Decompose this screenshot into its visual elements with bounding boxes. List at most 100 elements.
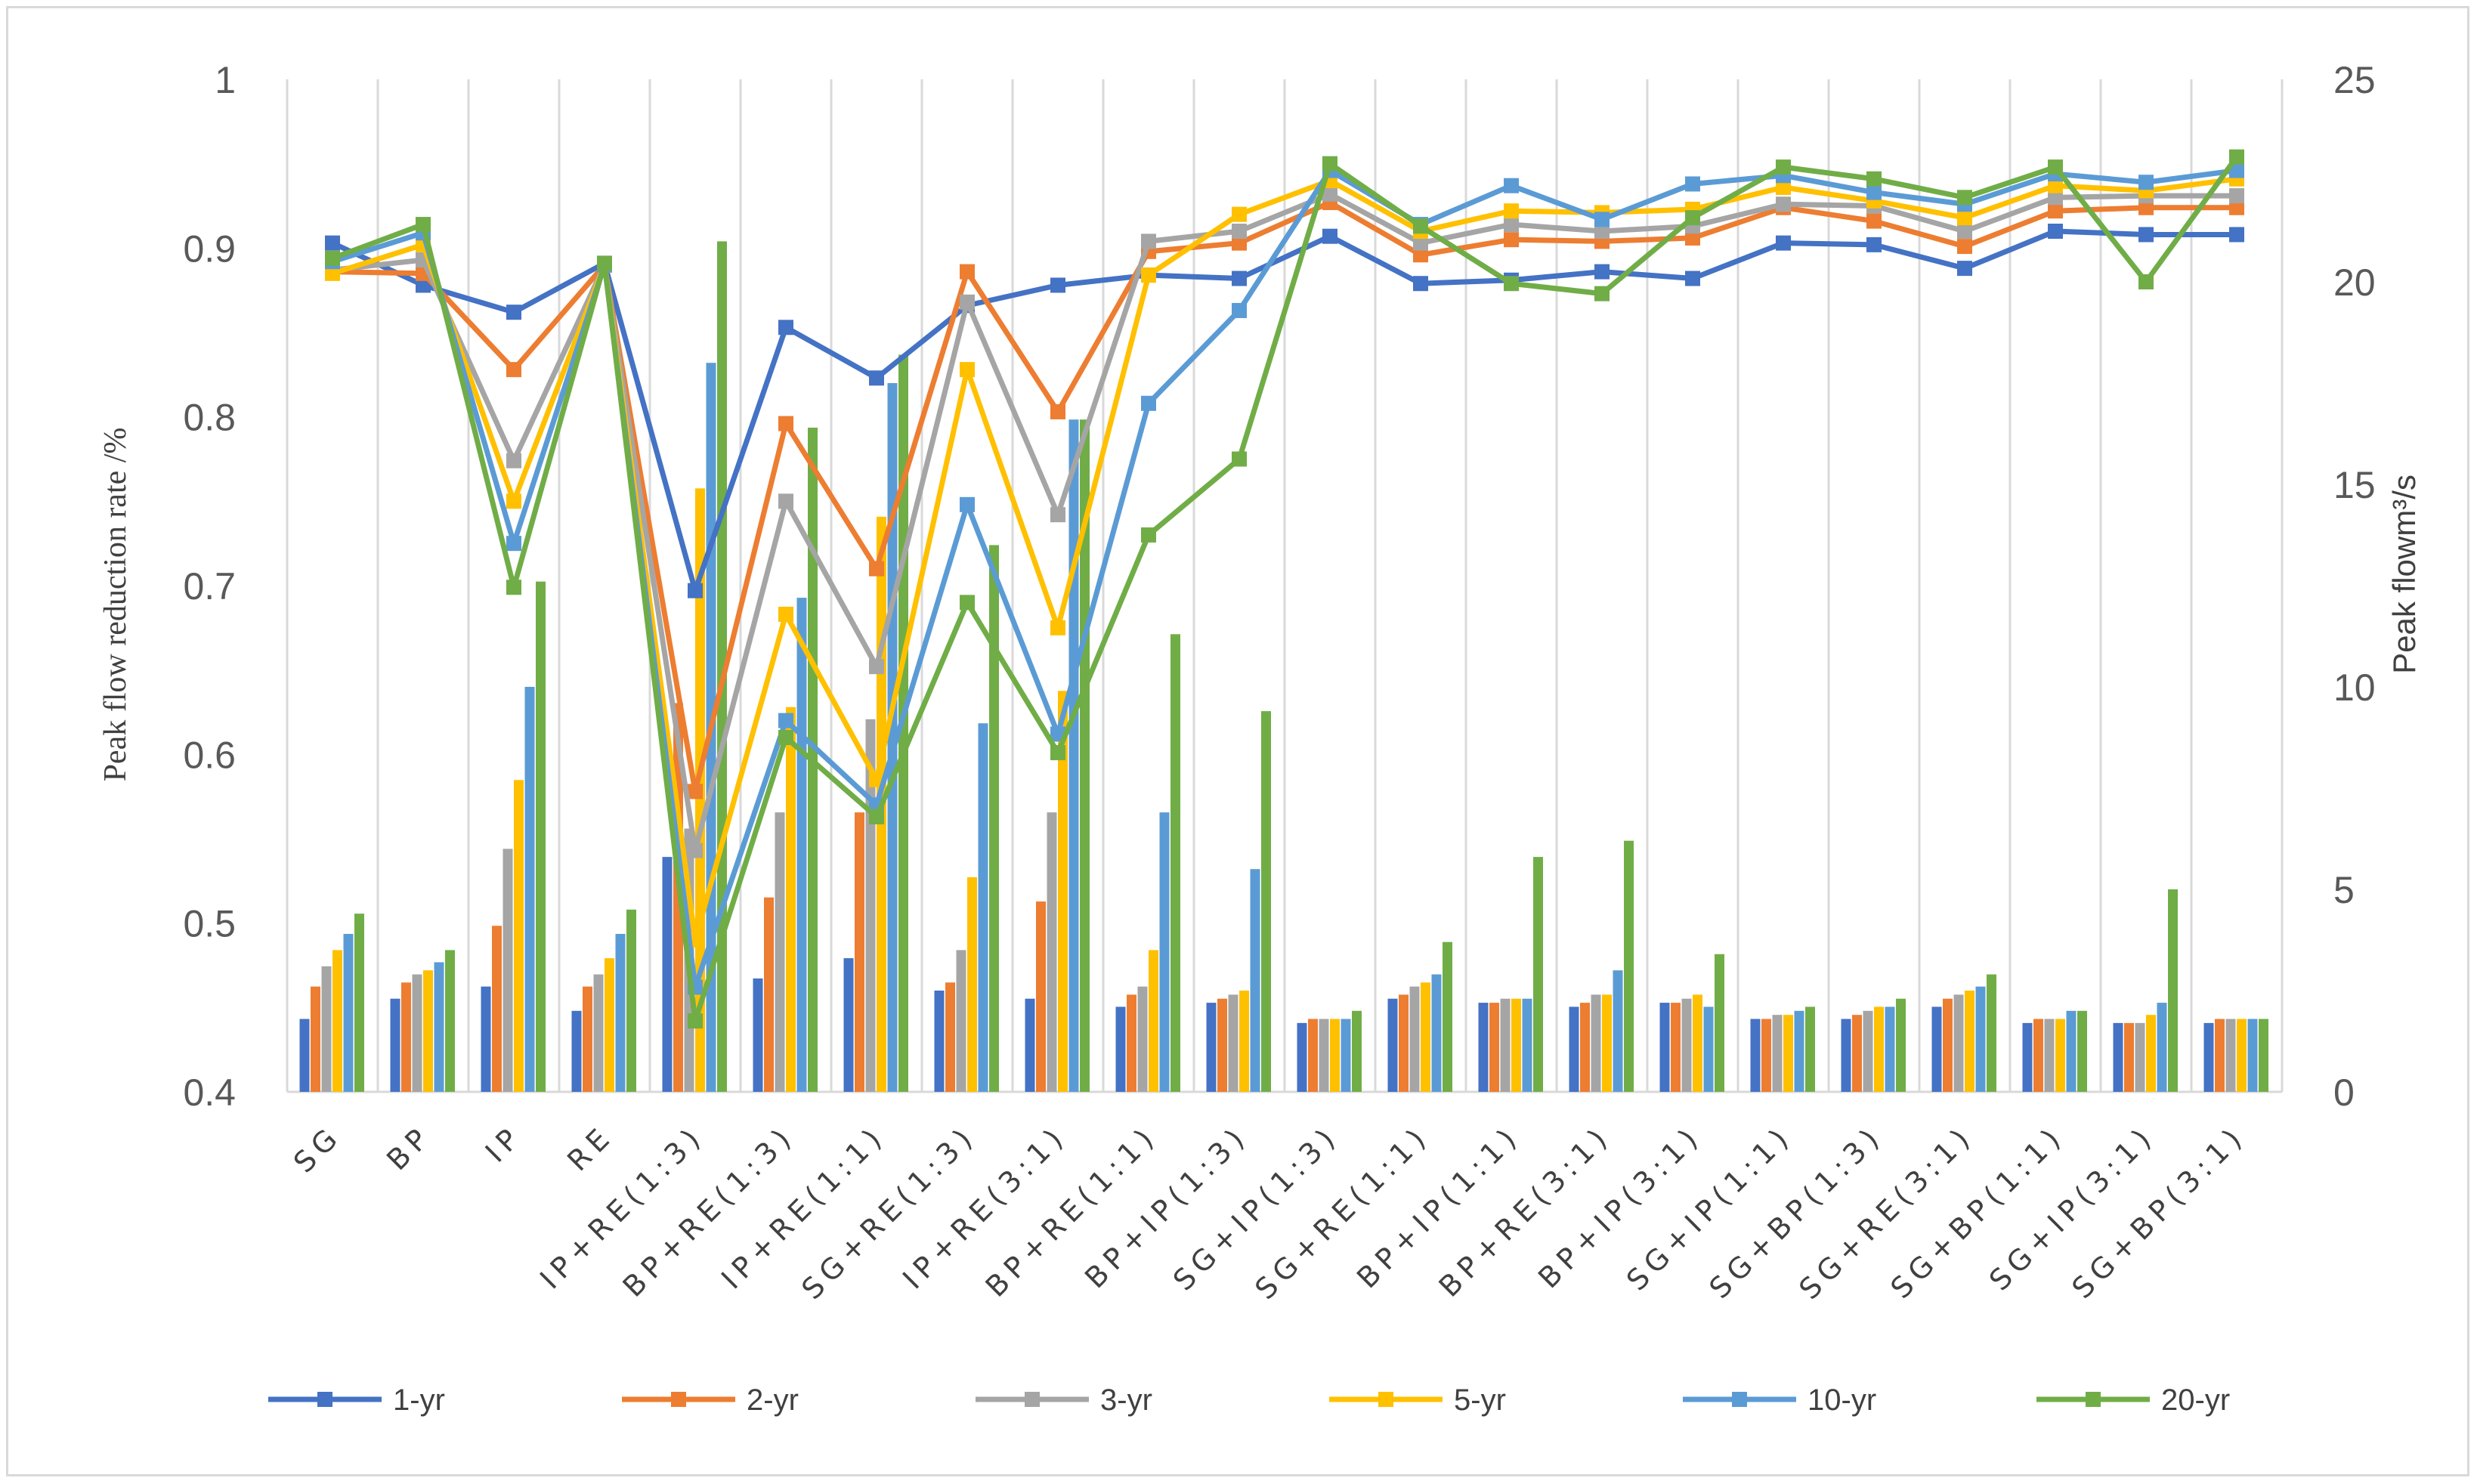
point-20-yr <box>1866 171 1882 187</box>
bar-10-yr <box>978 723 988 1092</box>
bar-1-yr <box>1025 998 1035 1092</box>
point-5-yr <box>1504 203 1519 219</box>
bar-2-yr <box>583 986 592 1092</box>
bar-2-yr <box>1217 998 1227 1092</box>
bar-1-yr <box>390 998 400 1092</box>
bar-5-yr <box>2146 1015 2156 1092</box>
category-label: BP <box>380 1118 438 1176</box>
bar-1-yr <box>2022 1022 2033 1092</box>
right-axis: 0 5 10 15 20 25 <box>2333 59 2376 1114</box>
point-20-yr <box>1413 218 1428 234</box>
bar-3-yr <box>503 849 513 1092</box>
bar-2-yr <box>1489 1003 1499 1092</box>
point-10-yr <box>1685 176 1700 192</box>
point-5-yr <box>1141 267 1156 283</box>
point-1-yr <box>416 277 431 293</box>
point-20-yr <box>778 730 793 745</box>
right-axis-title: Peak flowm³/s <box>2386 475 2422 674</box>
bar-10-yr <box>2066 1010 2077 1092</box>
point-10-yr <box>960 496 975 512</box>
point-10-yr <box>778 713 793 728</box>
point-5-yr <box>506 493 521 509</box>
bar-1-yr <box>753 978 763 1092</box>
point-2-yr <box>1050 403 1065 419</box>
bar-1-yr <box>299 1019 310 1092</box>
bar-10-yr <box>1975 986 1986 1092</box>
point-3-yr <box>1232 224 1247 239</box>
bar-5-yr <box>1511 998 1521 1092</box>
point-3-yr <box>506 453 521 468</box>
bar-3-yr <box>1772 1015 1783 1092</box>
bar-20-yr <box>354 914 364 1092</box>
category-label: SG+IP(1:3) <box>1167 1118 1345 1297</box>
point-5-yr <box>1957 210 1972 226</box>
point-2-yr <box>506 362 521 378</box>
bar-1-yr <box>843 958 854 1092</box>
bar-1-yr <box>1206 1003 1217 1092</box>
bar-1-yr <box>1387 998 1398 1092</box>
left-axis-title: Peak flow reduction rate /% <box>98 428 133 782</box>
bar-2-yr <box>945 982 955 1092</box>
bar-5-yr <box>1602 994 1612 1092</box>
point-20-yr <box>1685 210 1700 226</box>
point-2-yr <box>1504 232 1519 248</box>
line-5-yr <box>331 176 2237 943</box>
right-tick-label: 0 <box>2333 1071 2355 1114</box>
point-1-yr <box>1050 277 1065 293</box>
bar-20-yr <box>445 950 455 1092</box>
point-2-yr <box>1685 230 1700 246</box>
legend-swatch-marker <box>1025 1392 1040 1407</box>
point-3-yr <box>1141 233 1156 249</box>
point-3-yr <box>2229 188 2244 204</box>
bar-10-yr <box>615 933 626 1092</box>
point-20-yr <box>597 255 612 271</box>
left-tick-label: 0.6 <box>183 734 236 776</box>
bar-10-yr <box>2157 1003 2167 1092</box>
point-1-yr <box>1866 237 1882 252</box>
point-20-yr <box>2229 149 2244 165</box>
point-10-yr <box>1594 212 1610 227</box>
bar-2-yr <box>401 982 411 1092</box>
bar-10-yr <box>887 383 898 1092</box>
point-3-yr <box>2048 190 2063 206</box>
bar-5-yr <box>1149 950 1158 1092</box>
bar-5-yr <box>332 950 342 1092</box>
category-label: SG+BP(1:1) <box>1884 1118 2070 1305</box>
point-2-yr <box>869 561 884 577</box>
legend-label: 2-yr <box>747 1384 799 1417</box>
bar-10-yr <box>1068 419 1079 1092</box>
right-tick-label: 20 <box>2333 261 2376 304</box>
point-1-yr <box>1232 271 1247 286</box>
bar-5-yr <box>1330 1019 1340 1092</box>
bar-2-yr <box>764 897 774 1092</box>
line-20-yr <box>331 155 2239 1024</box>
point-20-yr <box>1050 745 1065 761</box>
point-20-yr <box>960 595 975 611</box>
point-20-yr <box>2048 159 2063 175</box>
point-3-yr <box>1594 224 1610 239</box>
bar-5-yr <box>2237 1019 2247 1092</box>
point-20-yr <box>1776 159 1791 175</box>
bar-20-yr <box>1352 1010 1362 1092</box>
point-1-yr <box>1413 276 1428 292</box>
category-label: BP+IP(1:3) <box>1078 1118 1254 1294</box>
bar-10-yr <box>1159 812 1170 1092</box>
point-20-yr <box>1594 286 1610 301</box>
point-5-yr <box>778 606 793 622</box>
bar-2-yr <box>2033 1019 2043 1092</box>
point-1-yr <box>506 305 521 320</box>
category-label: BP+IP(1:1) <box>1350 1118 1526 1294</box>
line-1-yr <box>331 228 2237 594</box>
point-1-yr <box>688 583 703 598</box>
category-label: IP+RE(1:1) <box>715 1118 892 1295</box>
bar-20-yr <box>626 909 636 1092</box>
point-2-yr <box>2229 199 2244 215</box>
bar-1-yr <box>1569 1006 1579 1092</box>
legend-swatch-marker <box>1378 1392 1393 1407</box>
reduction-rate-lines <box>325 149 2244 1029</box>
point-10-yr <box>1866 184 1882 200</box>
bar-2-yr <box>855 812 864 1092</box>
bar-10-yr <box>1885 1006 1895 1092</box>
category-label: IP <box>479 1118 530 1169</box>
